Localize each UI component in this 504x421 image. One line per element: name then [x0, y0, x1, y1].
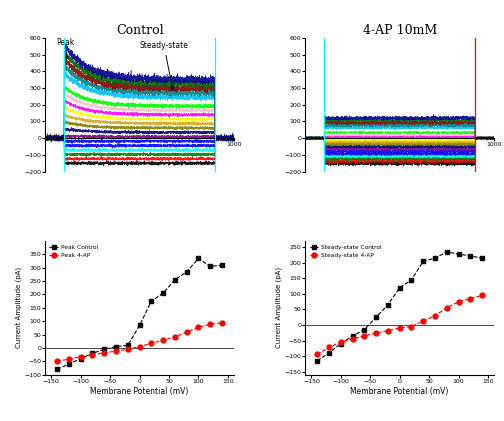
Steady-state 4-AP — [456, 299, 462, 304]
Steady-state Control — [479, 256, 485, 261]
Steady-state Control — [338, 341, 344, 346]
Steady-state 4-AP — [420, 319, 426, 324]
Steady-state 4-AP — [408, 324, 414, 329]
Steady-state Control — [361, 327, 367, 332]
Peak Control — [219, 263, 225, 268]
Title: 4-AP 10mM: 4-AP 10mM — [362, 24, 437, 37]
Steady-state Control — [373, 314, 379, 320]
Peak Control — [113, 344, 119, 349]
Legend: Peak Control, Peak 4-AP: Peak Control, Peak 4-AP — [48, 244, 99, 259]
Peak Control — [89, 351, 95, 356]
Steady-state 4-AP — [467, 296, 473, 301]
Steady-state 4-AP — [432, 313, 438, 318]
Peak 4-AP — [89, 352, 95, 357]
Steady-state 4-AP — [397, 325, 403, 330]
Peak Control — [125, 343, 131, 348]
Steady-state 4-AP — [373, 330, 379, 336]
Steady-state 4-AP — [350, 336, 356, 341]
Peak 4-AP — [137, 344, 143, 349]
Peak 4-AP — [219, 320, 225, 325]
Line: Steady-state 4-AP: Steady-state 4-AP — [315, 293, 484, 357]
Peak Control — [148, 298, 154, 304]
X-axis label: Membrane Potential (mV): Membrane Potential (mV) — [90, 386, 189, 396]
Peak 4-AP — [54, 359, 60, 364]
Line: Steady-state Control: Steady-state Control — [315, 250, 484, 363]
Steady-state 4-AP — [326, 345, 332, 350]
Steady-state Control — [314, 358, 320, 363]
Peak 4-AP — [183, 330, 190, 335]
Line: Peak 4-AP: Peak 4-AP — [55, 320, 224, 364]
Peak 4-AP — [207, 322, 213, 327]
Peak 4-AP — [78, 354, 84, 359]
Steady-state Control — [326, 350, 332, 355]
Steady-state Control — [432, 256, 438, 261]
Peak Control — [172, 277, 178, 282]
Peak Control — [137, 323, 143, 328]
Steady-state 4-AP — [444, 305, 450, 310]
Steady-state Control — [444, 249, 450, 254]
X-axis label: Membrane Potential (mV): Membrane Potential (mV) — [350, 386, 449, 396]
Peak 4-AP — [125, 347, 131, 352]
Peak 4-AP — [160, 338, 166, 343]
Steady-state 4-AP — [385, 328, 391, 333]
Peak 4-AP — [66, 357, 72, 362]
Steady-state Control — [350, 333, 356, 338]
Steady-state Control — [420, 259, 426, 264]
Y-axis label: Current Amplitude (pA): Current Amplitude (pA) — [15, 267, 22, 349]
Steady-state 4-AP — [314, 352, 320, 357]
Peak Control — [101, 347, 107, 352]
Peak Control — [207, 264, 213, 269]
Steady-state Control — [467, 253, 473, 258]
Title: Control: Control — [116, 24, 163, 37]
Steady-state Control — [456, 252, 462, 257]
Y-axis label: Current Amplitude (pA): Current Amplitude (pA) — [275, 267, 282, 349]
Peak 4-AP — [101, 350, 107, 355]
Steady-state 4-AP — [338, 339, 344, 344]
Peak Control — [196, 256, 202, 261]
Peak Control — [54, 367, 60, 372]
Peak 4-AP — [113, 349, 119, 354]
Steady-state Control — [408, 277, 414, 282]
Steady-state 4-AP — [479, 293, 485, 298]
Text: Peak: Peak — [56, 37, 75, 59]
Legend: Steady-state Control, Steady-state 4-AP: Steady-state Control, Steady-state 4-AP — [308, 244, 383, 259]
Peak Control — [78, 356, 84, 361]
Peak 4-AP — [148, 341, 154, 346]
Peak 4-AP — [196, 325, 202, 330]
Steady-state Control — [397, 285, 403, 290]
Peak 4-AP — [172, 334, 178, 339]
Text: Steady-state: Steady-state — [140, 41, 188, 90]
Steady-state Control — [385, 302, 391, 307]
Peak Control — [160, 290, 166, 296]
Peak Control — [66, 362, 72, 367]
Line: Peak Control: Peak Control — [55, 256, 224, 372]
Peak Control — [183, 269, 190, 274]
Steady-state 4-AP — [361, 333, 367, 338]
